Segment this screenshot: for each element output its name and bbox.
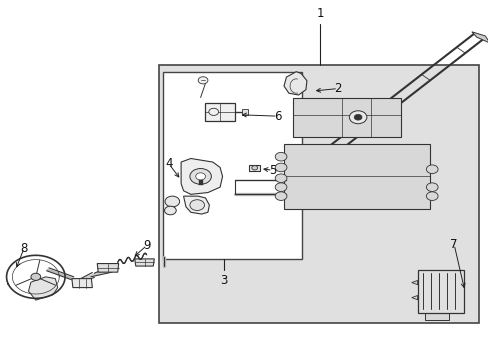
Circle shape [275, 174, 286, 183]
Polygon shape [135, 259, 154, 266]
Circle shape [251, 166, 257, 170]
Text: 8: 8 [20, 242, 28, 255]
Circle shape [195, 173, 205, 180]
Bar [162, 72, 301, 259]
Bar [242, 109, 247, 114]
Polygon shape [471, 32, 488, 43]
Text: 3: 3 [220, 274, 227, 287]
Polygon shape [293, 98, 400, 137]
Polygon shape [424, 311, 448, 320]
Circle shape [426, 183, 437, 192]
Circle shape [189, 200, 204, 211]
Text: 4: 4 [165, 157, 172, 170]
Circle shape [208, 108, 218, 116]
Bar [249, 165, 260, 171]
Polygon shape [181, 158, 222, 194]
Circle shape [164, 206, 176, 215]
Circle shape [353, 114, 361, 120]
Polygon shape [198, 180, 202, 185]
Circle shape [275, 163, 286, 172]
Text: 7: 7 [449, 238, 457, 251]
Bar [159, 65, 478, 323]
Polygon shape [97, 264, 119, 272]
Polygon shape [284, 72, 306, 95]
Polygon shape [411, 296, 417, 300]
Circle shape [275, 183, 286, 192]
Circle shape [189, 168, 211, 184]
Text: 5: 5 [268, 164, 276, 177]
Polygon shape [28, 277, 58, 300]
Polygon shape [411, 280, 417, 285]
Circle shape [348, 111, 366, 124]
Text: 9: 9 [143, 239, 150, 252]
Circle shape [164, 196, 179, 207]
Circle shape [275, 192, 286, 201]
Circle shape [275, 152, 286, 161]
Text: 2: 2 [334, 82, 341, 95]
Polygon shape [283, 144, 429, 209]
Polygon shape [183, 196, 209, 214]
Polygon shape [72, 279, 92, 288]
Circle shape [31, 273, 41, 280]
Bar [417, 270, 463, 313]
Circle shape [426, 192, 437, 201]
Circle shape [198, 77, 207, 84]
Text: 6: 6 [273, 110, 281, 123]
Text: 1: 1 [316, 8, 323, 21]
Bar [205, 103, 234, 121]
Circle shape [426, 165, 437, 174]
